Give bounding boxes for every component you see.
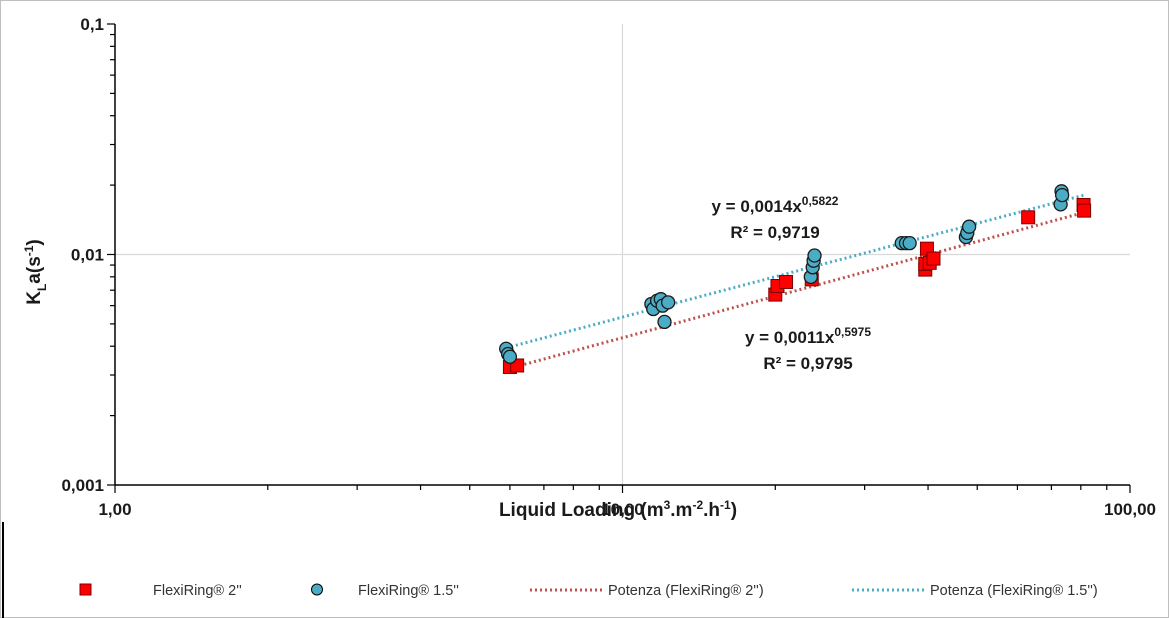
legend-square-marker bbox=[79, 583, 92, 596]
legend-circle-marker bbox=[311, 583, 323, 596]
data-point-square bbox=[779, 274, 794, 289]
data-point-circle bbox=[502, 349, 518, 364]
data-point-circle bbox=[961, 219, 977, 234]
x-tick-label: 1,00 bbox=[98, 500, 131, 519]
legend-label-trend-2: Potenza (FlexiRing® 2'') bbox=[608, 583, 764, 599]
data-point-circle bbox=[657, 314, 672, 330]
x-axis-title: Liquid Loading (m3.m-2.h-1) bbox=[499, 498, 737, 521]
y-tick-label: 0,1 bbox=[80, 15, 104, 34]
legend-label-flexiring-2: FlexiRing® 2'' bbox=[153, 583, 242, 599]
legend-label-trend-1-5: Potenza (FlexiRing® 1.5'') bbox=[930, 583, 1098, 599]
legend: FlexiRing® 2'' FlexiRing® 1.5'' Potenza … bbox=[79, 583, 1098, 599]
plot-area bbox=[107, 23, 1131, 493]
legend-item-trend-1-5: Potenza (FlexiRing® 1.5'') bbox=[852, 583, 1098, 599]
trendline bbox=[509, 211, 1084, 370]
data-point-circle bbox=[1054, 187, 1070, 203]
legend-item-flexiring-1-5: FlexiRing® 1.5'' bbox=[311, 583, 459, 599]
y-tick-label: 0,01 bbox=[71, 246, 104, 265]
trendline-equation: y = 0,0014x0,5822 bbox=[712, 194, 839, 216]
data-markers bbox=[499, 184, 1092, 375]
trendline-r-squared: R² = 0,9719 bbox=[730, 223, 819, 242]
data-point-square bbox=[926, 251, 941, 266]
trendline-equations: y = 0,0014x0,5822 R² = 0,9719 y = 0,0011x0… bbox=[712, 194, 872, 373]
trendline-r-squared: R² = 0,9795 bbox=[763, 354, 852, 373]
trendlines bbox=[505, 193, 1084, 370]
legend-left-border bbox=[2, 522, 4, 618]
grid bbox=[115, 24, 1130, 485]
x-tick-label: 10,00 bbox=[601, 500, 644, 519]
y-tick-label: 0,001 bbox=[61, 476, 104, 495]
legend-item-trend-2: Potenza (FlexiRing® 2'') bbox=[530, 583, 764, 599]
x-tick-label: 100,00 bbox=[1104, 500, 1156, 519]
data-point-circle bbox=[660, 295, 676, 310]
legend-label-flexiring-1-5: FlexiRing® 1.5'' bbox=[358, 583, 459, 599]
data-point-square bbox=[1077, 203, 1092, 218]
trendline bbox=[505, 193, 1084, 350]
y-axis-title: KLa(s-1) bbox=[22, 239, 49, 305]
trendline-equation: y = 0,0011x0,5975 bbox=[745, 325, 871, 347]
data-point-circle bbox=[807, 248, 822, 263]
data-point-square bbox=[1021, 210, 1036, 225]
tick-labels: 1,00 10,00 100,00 0,1 0,01 0,001 bbox=[61, 15, 1156, 519]
legend-item-flexiring-2: FlexiRing® 2'' bbox=[79, 583, 242, 599]
data-point-circle bbox=[902, 236, 917, 251]
